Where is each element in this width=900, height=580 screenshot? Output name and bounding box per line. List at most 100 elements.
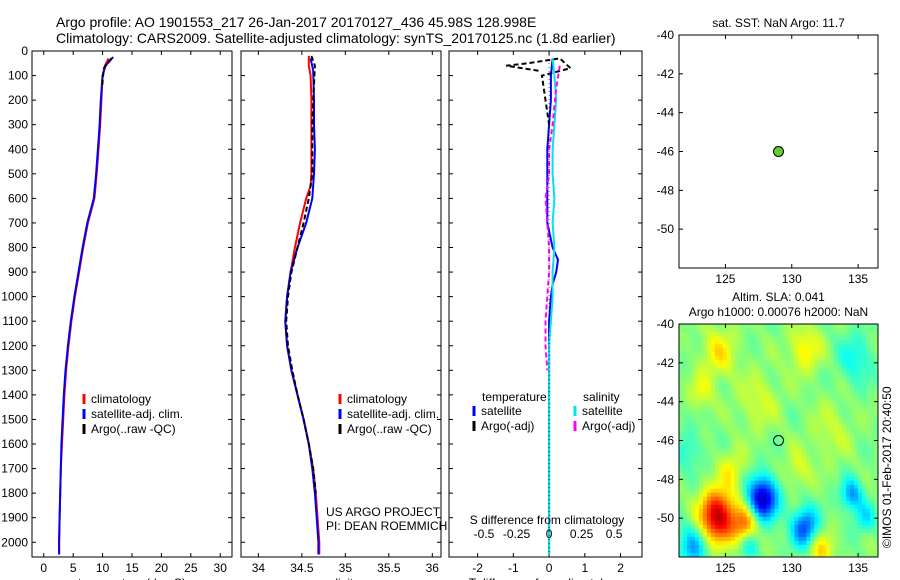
sla-cell [822, 512, 827, 518]
sla-cell [870, 456, 875, 461]
sla-cell [786, 356, 791, 361]
sla-cell [858, 420, 863, 425]
sla-cell [826, 436, 831, 441]
sla-cell [778, 520, 783, 526]
sla-cell [802, 364, 807, 369]
sla-cell [846, 328, 851, 333]
sla-cell [766, 528, 771, 534]
sla-cell [858, 496, 863, 502]
sla-cell [706, 364, 712, 369]
sla-cell [854, 388, 859, 393]
sla-cell [702, 428, 708, 433]
sla-cell [846, 528, 851, 534]
sla-cell [766, 388, 771, 393]
sla-cell [818, 456, 823, 461]
sla-cell [702, 412, 708, 417]
sla-cell [810, 400, 815, 405]
sla-cell [818, 376, 823, 381]
sla-cell [862, 440, 867, 445]
sla-cell [818, 428, 823, 433]
sla-cell [679, 524, 684, 530]
sla-cell [862, 424, 867, 429]
sla-cell [762, 472, 767, 478]
sla-cell [714, 328, 720, 333]
sla-cell [782, 376, 787, 381]
sla-cell [858, 336, 863, 341]
sla-cell [778, 552, 783, 558]
sla-cell [702, 516, 708, 522]
sla-cell [750, 420, 756, 425]
sla-cell [814, 352, 819, 357]
sla-cell [854, 544, 859, 550]
sla-cell [742, 416, 748, 421]
sla-cell [826, 388, 831, 393]
sla-cell [786, 476, 791, 482]
sla-cell [862, 412, 867, 417]
sla-cell [710, 328, 716, 333]
sla-cell [854, 516, 859, 522]
sla-cell [686, 552, 692, 558]
sla-cell [734, 548, 740, 554]
sla-cell [818, 544, 823, 550]
sla-cell [822, 544, 827, 550]
sla-cell [798, 432, 803, 437]
sla-cell [750, 324, 756, 329]
sla-cell [690, 368, 696, 373]
sla-cell [679, 340, 684, 345]
sla-cell [870, 420, 875, 425]
sla-cell [714, 480, 720, 486]
sla-cell [790, 328, 795, 333]
sla-cell [826, 384, 831, 389]
sla-cell [698, 380, 704, 385]
sla-cell [794, 436, 799, 441]
sla-cell [802, 432, 807, 437]
sla-cell [722, 448, 728, 453]
sla-cell [822, 468, 827, 474]
sla-cell [818, 404, 823, 409]
sla-cell [850, 464, 855, 470]
sla-cell [874, 444, 879, 449]
sla-cell [730, 420, 736, 425]
sla-cell [778, 472, 783, 478]
sla-cell [826, 416, 831, 421]
sla-cell [782, 468, 787, 474]
sla-cell [774, 388, 779, 393]
sla-cell [802, 472, 807, 478]
sla-cell [834, 428, 839, 433]
sla-cell [726, 472, 732, 478]
temperature-axes-frame [31, 50, 233, 558]
sla-cell [698, 552, 704, 558]
sla-cell [706, 508, 712, 514]
sla-cell [846, 460, 851, 466]
project-annotation: PI: DEAN ROEMMICH [326, 519, 447, 533]
sla-cell [706, 488, 712, 494]
sla-cell [826, 332, 831, 337]
sla-cell [734, 480, 740, 486]
sla-cell [862, 324, 867, 329]
depth-tick-label: 1600 [1, 437, 28, 451]
sla-cell [834, 368, 839, 373]
sla-cell [782, 348, 787, 353]
sla-cell [822, 496, 827, 502]
sla-cell [706, 528, 712, 534]
sla-cell [834, 508, 839, 514]
sla-cell [726, 488, 732, 494]
sla-cell [790, 384, 795, 389]
sla-cell [846, 548, 851, 554]
sla-cell [822, 540, 827, 546]
sla-cell [694, 340, 700, 345]
sla-cell [862, 416, 867, 421]
sla-cell [786, 436, 791, 441]
sla-cell [754, 448, 759, 453]
sla-cell [714, 488, 720, 494]
sla-cell [822, 548, 827, 554]
sla-cell [679, 428, 684, 433]
sla-cell [846, 448, 851, 453]
sla-cell [698, 324, 704, 329]
sla-cell [770, 516, 775, 522]
sla-cell [814, 412, 819, 417]
difference-xtick-label: 1 [581, 561, 588, 575]
sla-cell [734, 464, 740, 470]
sla-cell [778, 388, 783, 393]
sla-cell [682, 460, 688, 466]
